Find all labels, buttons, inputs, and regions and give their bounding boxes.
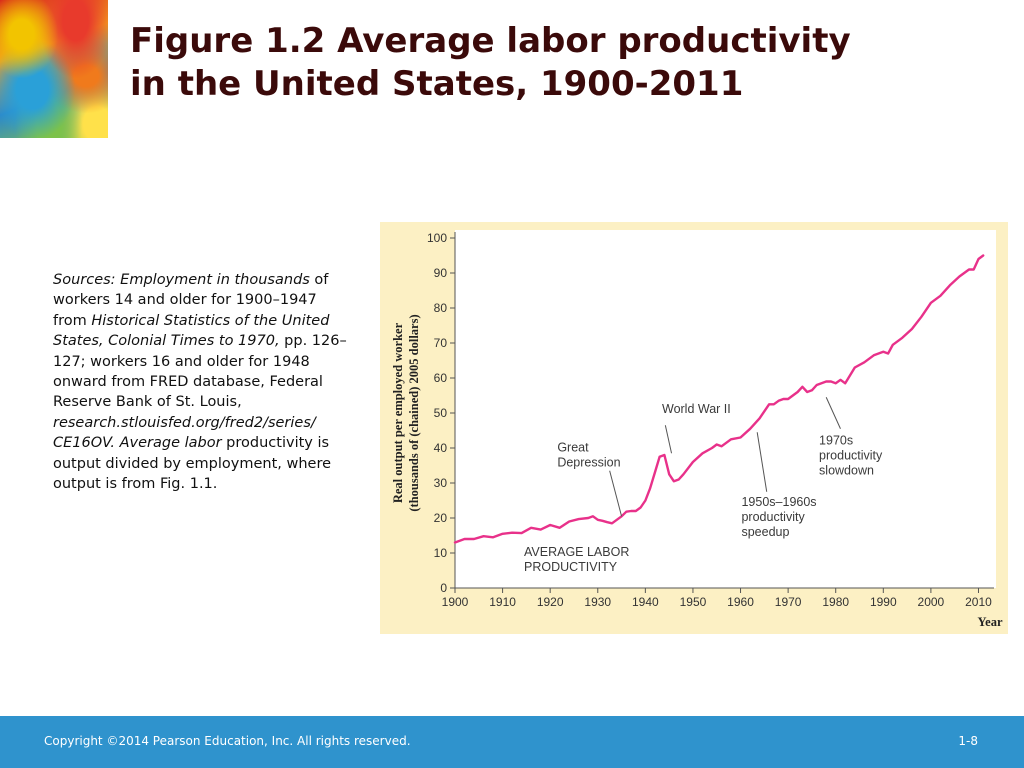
annotation-label: productivity [741,510,805,524]
y-tick-label: 100 [427,231,447,245]
annotation-pointer [664,425,673,454]
x-tick-label: 2000 [918,595,945,609]
annotation-label: PRODUCTIVITY [524,560,618,574]
annotation-label: speedup [741,525,789,539]
sources-segment: research.stlouisfed.org/fred2/series/ CE… [53,414,316,452]
y-tick-label: 40 [434,441,448,455]
series-line-0 [453,254,985,544]
y-tick-label: 70 [434,336,448,350]
x-tick-label: 1930 [584,595,611,609]
annotation-label: productivity [819,449,883,463]
footer-bar: Copyright ©2014 Pearson Education, Inc. … [0,716,1024,768]
x-tick-label: 1970 [775,595,802,609]
annotation-label: slowdown [819,464,874,478]
footer-page-number: 1-8 [958,734,978,748]
productivity-chart: 0 10 20 30 40 50 60 70 80 90 100 1900 1910 1920 1930 19… [391,230,1003,629]
y-axis-title-line-2: (thousands of (chained) 2005 dollars) [407,314,421,511]
x-tick-label: 1900 [442,595,469,609]
x-tick-label: 1940 [632,595,659,609]
x-tick-label: 1990 [870,595,897,609]
sources-segment: productivity is output divided by employ… [53,435,332,493]
annotation-pointer [609,470,623,517]
x-axis-title: Year [978,615,1003,629]
sources-note: Sources: Employment in thousands of work… [53,270,353,494]
y-axis-title-line-1: Real output per employed worker [391,322,405,503]
sources-segment: of workers 14 and older for 1900–1947 fr… [53,272,329,329]
x-tick-label: 2010 [965,595,992,609]
sources-segment: Sources: Employment in thousands [53,272,310,288]
x-tick-label: 1980 [822,595,849,609]
x-tick-label: 1920 [537,595,564,609]
sources-segment: Historical Statistics of the United Stat… [53,312,330,350]
x-tick-label: 1910 [489,595,516,609]
slide-title-line-2: in the United States, 1900-2011 [130,64,744,104]
y-tick-label: 60 [434,371,448,385]
annotation-label: Great [557,441,589,455]
annotation-label: AVERAGE LABOR [524,545,629,559]
x-tick-label: 1960 [727,595,754,609]
y-tick-label: 30 [434,476,448,490]
annotation-pointer [825,397,841,429]
y-tick-label: 0 [440,581,447,595]
x-tick-label: 1950 [680,595,707,609]
slide-title-line-1: Figure 1.2 Average labor productivity [130,21,851,61]
corner-artwork [0,0,108,138]
chart-panel: 0 10 20 30 40 50 60 70 80 90 100 1900 1910 1920 1930 19… [380,222,1008,634]
annotation-label: 1950s–1960s [741,495,816,509]
y-tick-label: 80 [434,301,448,315]
slide-title: Figure 1.2 Average labor productivity in… [130,20,1010,106]
y-tick-label: 50 [434,406,448,420]
y-tick-label: 90 [434,266,448,280]
annotation-label: World War II [662,402,731,416]
footer-copyright: Copyright ©2014 Pearson Education, Inc. … [44,734,411,748]
annotation-label: Depression [557,456,620,470]
annotation-pointer [756,432,768,492]
sources-segment: pp. 126–127; workers 16 and older for 19… [53,333,347,411]
y-tick-label: 20 [434,511,448,525]
annotation-label: 1970s [819,434,853,448]
y-tick-label: 10 [434,546,448,560]
